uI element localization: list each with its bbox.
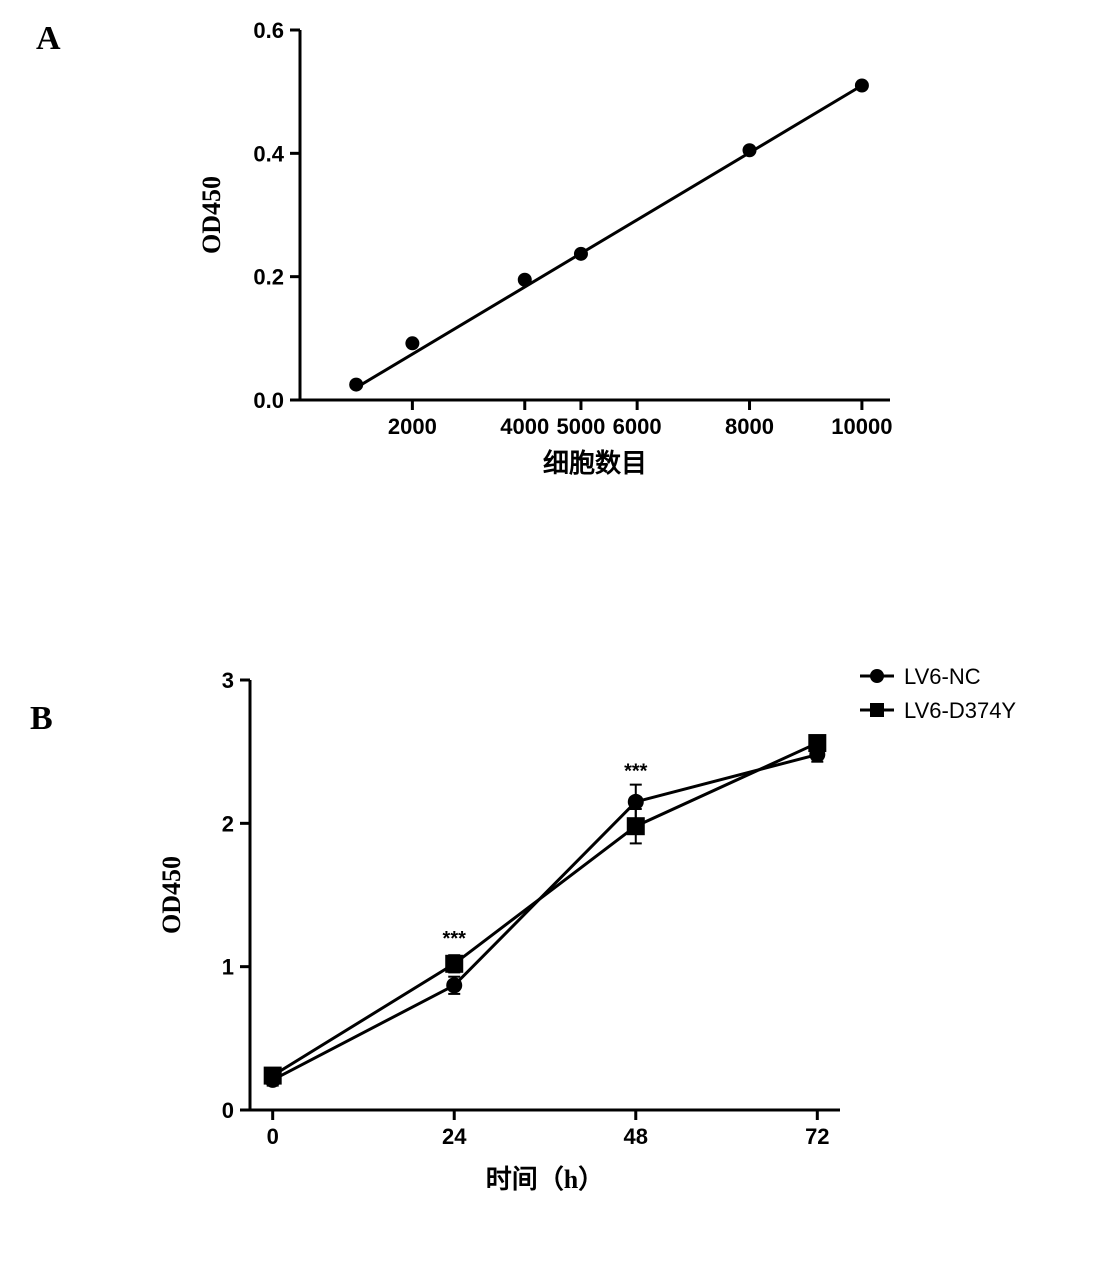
x-axis-label: 细胞数目 [543, 448, 647, 478]
y-tick-label: 3 [222, 668, 234, 693]
data-point [518, 273, 532, 287]
chart-b: 0 1 2 3 0 24 48 72 OD450 时间（h） *** *** LV6-NC LV6-D37… [100, 650, 1060, 1238]
y-tick-label: 1 [222, 955, 234, 980]
series-line [273, 755, 818, 1080]
y-axis-label: OD450 [197, 176, 226, 254]
x-tick-label: 4000 [500, 414, 549, 439]
y-tick-label: 0.2 [253, 265, 284, 290]
marker-circle [628, 794, 644, 810]
data-point [349, 378, 363, 392]
x-tick-label: 0 [267, 1124, 279, 1149]
x-tick-label: 8000 [725, 414, 774, 439]
marker-square [445, 955, 463, 973]
panel-a-label: A [36, 20, 61, 58]
marker-circle [870, 669, 884, 683]
x-tick-label: 72 [805, 1124, 829, 1149]
x-tick-label: 2000 [388, 414, 437, 439]
y-axis-label: OD450 [157, 856, 186, 934]
chart-a: 0.0 0.2 0.4 0.6 2000 4000 5000 6000 8000 10000 OD4… [130, 10, 950, 480]
panel-b-label: B [30, 700, 53, 738]
y-tick-label: 0 [222, 1098, 234, 1123]
x-tick-label: 6000 [613, 414, 662, 439]
y-tick-label: 0.4 [253, 141, 284, 166]
marker-square [627, 817, 645, 835]
y-tick-label: 2 [222, 811, 234, 836]
data-point [743, 143, 757, 157]
page: A B 0.00.20.40.6200040005000600080001000… [0, 0, 1109, 1283]
data-point [405, 336, 419, 350]
data-point [855, 79, 869, 93]
fit-line [356, 86, 862, 388]
marker-square [808, 734, 826, 752]
legend-label: LV6-NC [904, 664, 981, 689]
x-tick-label: 24 [442, 1124, 467, 1149]
series-line [273, 743, 818, 1076]
legend-label: LV6-D374Y [904, 698, 1016, 723]
y-tick-label: 0.6 [253, 18, 284, 43]
x-axis-label: 时间（h） [486, 1165, 604, 1194]
x-tick-label: 5000 [556, 414, 605, 439]
x-tick-label: 48 [624, 1124, 648, 1149]
x-tick-label: 10000 [831, 414, 892, 439]
marker-square [264, 1067, 282, 1085]
marker-square [870, 703, 884, 717]
significance-annotation: *** [624, 760, 648, 782]
data-point [574, 247, 588, 261]
significance-annotation: *** [443, 928, 467, 950]
marker-circle [446, 977, 462, 993]
y-tick-label: 0.0 [253, 388, 284, 413]
